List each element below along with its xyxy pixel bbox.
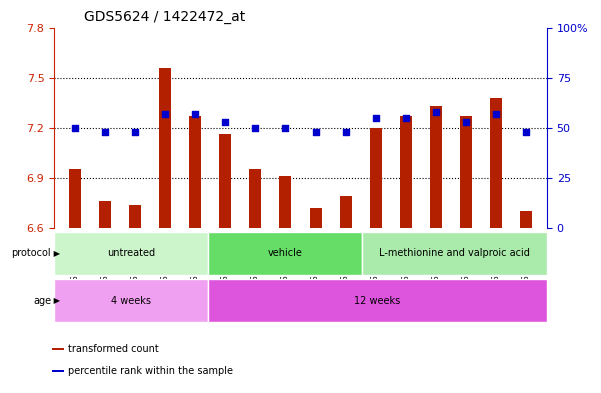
Text: ▶: ▶ <box>51 296 60 305</box>
Bar <box>340 196 352 228</box>
Bar <box>460 116 472 228</box>
Point <box>461 119 471 125</box>
Bar <box>129 204 141 228</box>
Bar <box>99 201 111 228</box>
Text: 4 weeks: 4 weeks <box>111 296 151 306</box>
Point <box>401 115 410 121</box>
Bar <box>159 68 171 228</box>
Bar <box>310 208 322 228</box>
Point <box>341 129 350 135</box>
Text: age: age <box>33 296 51 306</box>
Text: protocol: protocol <box>11 248 51 259</box>
Bar <box>54 232 208 275</box>
Point <box>251 125 260 131</box>
Text: L-methionine and valproic acid: L-methionine and valproic acid <box>379 248 530 259</box>
Point <box>491 110 501 117</box>
Text: vehicle: vehicle <box>267 248 302 259</box>
Point <box>221 119 230 125</box>
Point <box>70 125 80 131</box>
Point <box>521 129 531 135</box>
Bar <box>208 279 547 322</box>
Text: GDS5624 / 1422472_at: GDS5624 / 1422472_at <box>84 9 245 24</box>
Bar <box>52 370 64 373</box>
Bar <box>370 128 382 228</box>
Point <box>191 110 200 117</box>
Bar <box>54 279 208 322</box>
Bar <box>52 348 64 351</box>
Bar <box>490 98 502 228</box>
Point <box>130 129 140 135</box>
Bar <box>219 134 231 228</box>
Point <box>311 129 320 135</box>
Bar <box>400 116 412 228</box>
Point <box>100 129 110 135</box>
Text: 12 weeks: 12 weeks <box>355 296 401 306</box>
Bar <box>279 176 291 228</box>
Text: untreated: untreated <box>107 248 155 259</box>
Point <box>160 110 170 117</box>
Point <box>431 108 441 115</box>
Text: ▶: ▶ <box>51 249 60 258</box>
Bar <box>208 232 362 275</box>
Bar <box>430 106 442 228</box>
Text: percentile rank within the sample: percentile rank within the sample <box>69 366 233 376</box>
Bar <box>362 232 547 275</box>
Text: transformed count: transformed count <box>69 344 159 354</box>
Bar <box>249 169 261 228</box>
Bar <box>189 116 201 228</box>
Point <box>371 115 380 121</box>
Bar <box>69 169 81 228</box>
Point <box>281 125 290 131</box>
Bar <box>520 211 532 228</box>
